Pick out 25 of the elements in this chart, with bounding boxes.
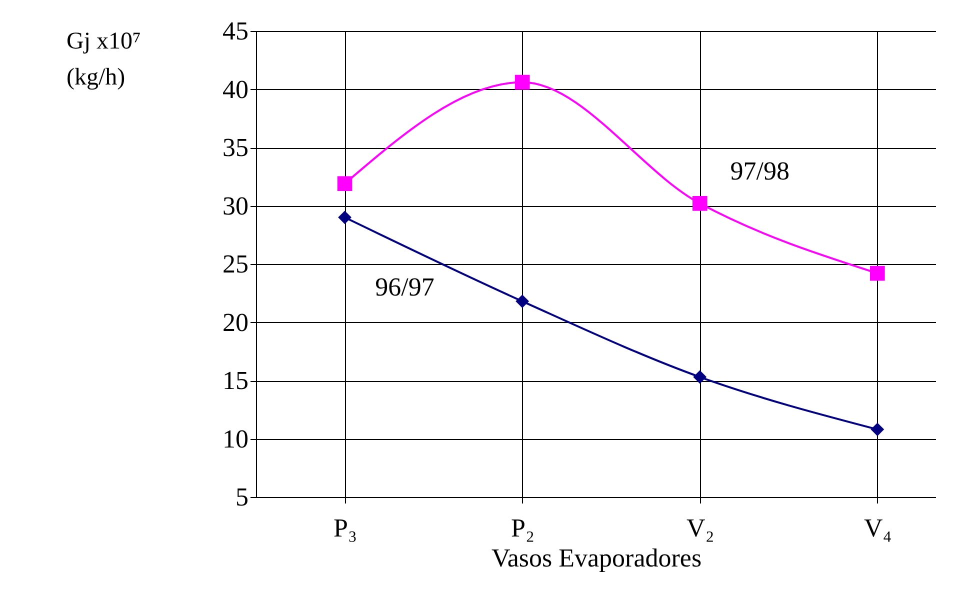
x-tick-label: V₄ bbox=[864, 514, 892, 542]
point bbox=[514, 74, 530, 90]
series-label: 97/98 bbox=[730, 156, 790, 186]
y-tick-label: 35 bbox=[222, 133, 248, 162]
y-tick-label: 20 bbox=[222, 308, 248, 337]
point bbox=[338, 210, 352, 224]
point bbox=[692, 196, 708, 211]
x-tick-label: V₂ bbox=[686, 514, 714, 542]
y-tick-label: 30 bbox=[222, 191, 248, 220]
y-tick-label: 25 bbox=[222, 250, 248, 278]
x-axis-title: Vasos Evaporadores bbox=[491, 544, 702, 572]
y-tick-label: 45 bbox=[222, 16, 248, 46]
point bbox=[693, 370, 707, 384]
point bbox=[516, 294, 530, 308]
y-axis-title: Gj x10⁷ (kg/h) bbox=[66, 28, 141, 90]
series-label: 96/97 bbox=[375, 272, 434, 302]
point bbox=[870, 266, 885, 281]
x-tick-label: P₂ bbox=[511, 514, 535, 542]
y-tick-label: 5 bbox=[236, 482, 248, 512]
point bbox=[337, 176, 352, 192]
x-tick-label: P₃ bbox=[334, 514, 358, 542]
y-tick-label: 15 bbox=[222, 366, 248, 395]
y-tick-label: 40 bbox=[222, 74, 248, 104]
point bbox=[870, 422, 884, 436]
y-tick-label: 10 bbox=[222, 424, 248, 454]
